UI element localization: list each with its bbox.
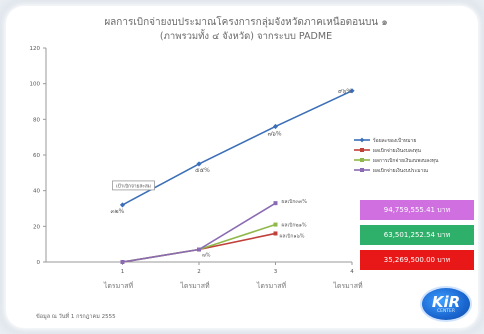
legend-marker: [359, 137, 365, 143]
x-tick-label: ไตรมาสที่: [256, 281, 287, 290]
legend-marker: [360, 148, 364, 152]
data-label: ผลเบิก๒๑%: [282, 222, 307, 229]
series-marker: [273, 201, 278, 206]
series-marker: [120, 260, 125, 264]
data-date-note: ข้อมูล ณ วันที่ 1 กรกฎาคม 2555: [36, 314, 116, 320]
x-tick-label: ไตรมาสที่: [179, 281, 210, 290]
kir-logo: KiR CENTER: [422, 288, 470, 320]
legend-marker: [360, 168, 364, 172]
legend-entry: ผลเบิกจ่ายเงินงบลงทุน: [373, 147, 422, 154]
data-label: ผลเบิก๑๖%: [280, 232, 305, 239]
chart-title-line2: (ภาพรวมทั้ง ๔ จังหวัด) จากระบบ PADME: [159, 31, 333, 42]
y-tick-label: 0: [37, 260, 41, 266]
series-marker: [272, 123, 279, 130]
data-label: ๗๖%: [268, 130, 282, 137]
series-marker: [197, 247, 201, 252]
y-tick-label: 20: [33, 224, 40, 230]
value-box-total: 94,759,555.41 บาท: [360, 200, 474, 220]
legend-entry: ร้อยละของเป้าหมาย: [373, 137, 417, 144]
chart-title-line1: ผลการเบิกจ่ายงบประมาณโครงการกลุ่มจังหวัด…: [104, 17, 388, 28]
annotation-text: เป้าเบิกจ่ายสะสม: [116, 182, 151, 189]
legend-entry: ผลเบิกจ่ายเงินงบประมาณ: [373, 167, 428, 174]
series-marker: [196, 161, 202, 167]
data-label: ๙๖%: [338, 88, 352, 95]
x-tick-number: 3: [274, 269, 278, 275]
value-box-invest: 63,501,252.54 บาท: [360, 225, 474, 245]
series-line-3: [122, 223, 276, 263]
chart-card: ผลการเบิกจ่ายงบประมาณโครงการกลุ่มจังหวัด…: [6, 6, 478, 328]
data-label: ๗%: [202, 253, 211, 259]
series-marker: [273, 231, 278, 236]
y-tick-label: 80: [33, 117, 40, 123]
series-marker: [119, 202, 126, 208]
x-tick-label: ไตรมาสที่: [332, 281, 363, 290]
y-tick-label: 120: [30, 46, 41, 52]
legend-entry: ผลการเบิกจ่ายเงินงบพงบลงทุน: [373, 157, 439, 164]
x-tick-number: 4: [350, 269, 354, 275]
data-label: ผลเบิก๓๓%: [282, 198, 308, 205]
x-tick-number: 2: [197, 269, 201, 275]
logo-subtext: CENTER: [436, 309, 456, 314]
value-box-budget: 35,269,500.00 บาท: [360, 250, 474, 270]
x-tick-number: 1: [121, 269, 125, 275]
y-tick-label: 40: [33, 189, 40, 195]
data-label: ๓๒%: [111, 208, 125, 215]
y-tick-label: 60: [33, 153, 40, 159]
series-line-1: [122, 90, 353, 206]
legend-marker: [360, 158, 364, 162]
x-tick-label: ไตรมาสที่: [103, 281, 134, 290]
logo-text: KiR: [431, 293, 461, 311]
data-label: ๕๕%: [195, 167, 210, 174]
series-marker: [349, 88, 355, 94]
y-tick-label: 100: [30, 82, 41, 88]
annotation-box: [112, 180, 155, 191]
series-marker: [273, 222, 278, 227]
